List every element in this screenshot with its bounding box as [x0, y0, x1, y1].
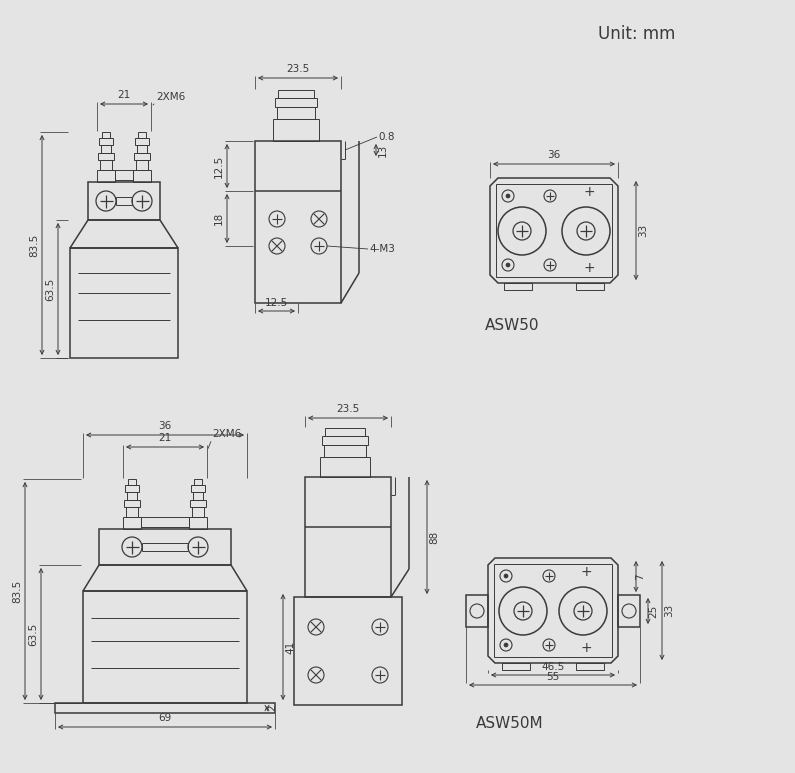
Bar [325, 428, 365, 436]
Text: 2: 2 [267, 705, 277, 711]
Text: 33: 33 [664, 604, 674, 617]
Text: 23.5: 23.5 [336, 404, 359, 414]
Bar [193, 492, 203, 500]
Text: 63.5: 63.5 [45, 278, 55, 301]
Bar [125, 485, 139, 492]
Text: 36: 36 [158, 421, 172, 431]
Bar [494, 564, 612, 657]
Bar [141, 517, 189, 527]
Text: 63.5: 63.5 [28, 622, 38, 645]
Bar [99, 529, 231, 565]
Text: ASW50M: ASW50M [476, 716, 544, 730]
Bar [135, 138, 149, 145]
Text: 4-M3: 4-M3 [369, 244, 395, 254]
Bar [294, 597, 402, 705]
Text: 21: 21 [158, 433, 172, 443]
Bar [138, 132, 146, 138]
Text: Unit: mm: Unit: mm [598, 25, 676, 43]
Bar [136, 160, 148, 170]
Text: +: + [584, 261, 595, 275]
Bar [502, 663, 530, 670]
Bar [115, 170, 133, 180]
Bar [127, 492, 137, 500]
Text: +: + [580, 641, 591, 655]
Bar [70, 248, 178, 358]
Bar [576, 663, 604, 670]
Text: 23.5: 23.5 [286, 64, 309, 74]
Bar [190, 500, 206, 507]
Bar [322, 436, 368, 445]
Bar [128, 479, 136, 485]
Bar [124, 500, 140, 507]
Circle shape [506, 194, 510, 198]
Bar [277, 107, 315, 119]
Text: 69: 69 [158, 713, 172, 723]
Text: 33: 33 [638, 224, 648, 237]
Text: 7: 7 [635, 574, 645, 580]
Text: 12.5: 12.5 [265, 298, 288, 308]
Bar [55, 703, 275, 713]
Text: +: + [580, 565, 591, 579]
Text: 21: 21 [118, 90, 130, 100]
Text: 2XM6: 2XM6 [212, 429, 241, 439]
Bar [324, 445, 366, 457]
Bar [275, 98, 317, 107]
Circle shape [506, 263, 510, 267]
Bar [191, 485, 205, 492]
Circle shape [504, 574, 508, 577]
Bar [504, 283, 532, 290]
Text: 2XM6: 2XM6 [156, 92, 185, 102]
Bar [466, 595, 488, 627]
Text: 12.5: 12.5 [214, 155, 224, 178]
Bar [576, 283, 604, 290]
Bar [101, 145, 111, 153]
Bar [189, 517, 207, 529]
Text: 36: 36 [548, 150, 560, 160]
Bar [83, 591, 247, 703]
Text: 83.5: 83.5 [12, 580, 22, 603]
Bar [320, 457, 370, 477]
Text: +: + [584, 185, 595, 199]
Bar [273, 119, 319, 141]
Text: 46.5: 46.5 [541, 662, 564, 672]
Bar [305, 477, 391, 597]
Bar [88, 182, 160, 220]
Bar [134, 153, 150, 160]
Text: 13: 13 [378, 143, 388, 157]
Bar [100, 160, 112, 170]
Bar [98, 153, 114, 160]
Bar [126, 507, 138, 517]
Bar [255, 141, 341, 303]
Bar [194, 479, 202, 485]
Bar [192, 507, 204, 517]
Text: 41: 41 [285, 640, 295, 654]
Text: 83.5: 83.5 [29, 233, 39, 257]
Text: 88: 88 [429, 530, 439, 543]
Bar [133, 170, 151, 182]
Bar [102, 132, 110, 138]
Text: 18: 18 [214, 212, 224, 225]
Bar [496, 184, 612, 277]
Text: 0.8: 0.8 [378, 132, 394, 142]
Bar [123, 517, 141, 529]
Bar [278, 90, 314, 98]
Text: 55: 55 [546, 672, 560, 682]
Bar [99, 138, 113, 145]
Text: 25: 25 [648, 604, 658, 618]
Bar [97, 170, 115, 182]
Bar [618, 595, 640, 627]
Bar [137, 145, 147, 153]
Circle shape [504, 643, 508, 647]
Text: ASW50: ASW50 [485, 318, 540, 332]
